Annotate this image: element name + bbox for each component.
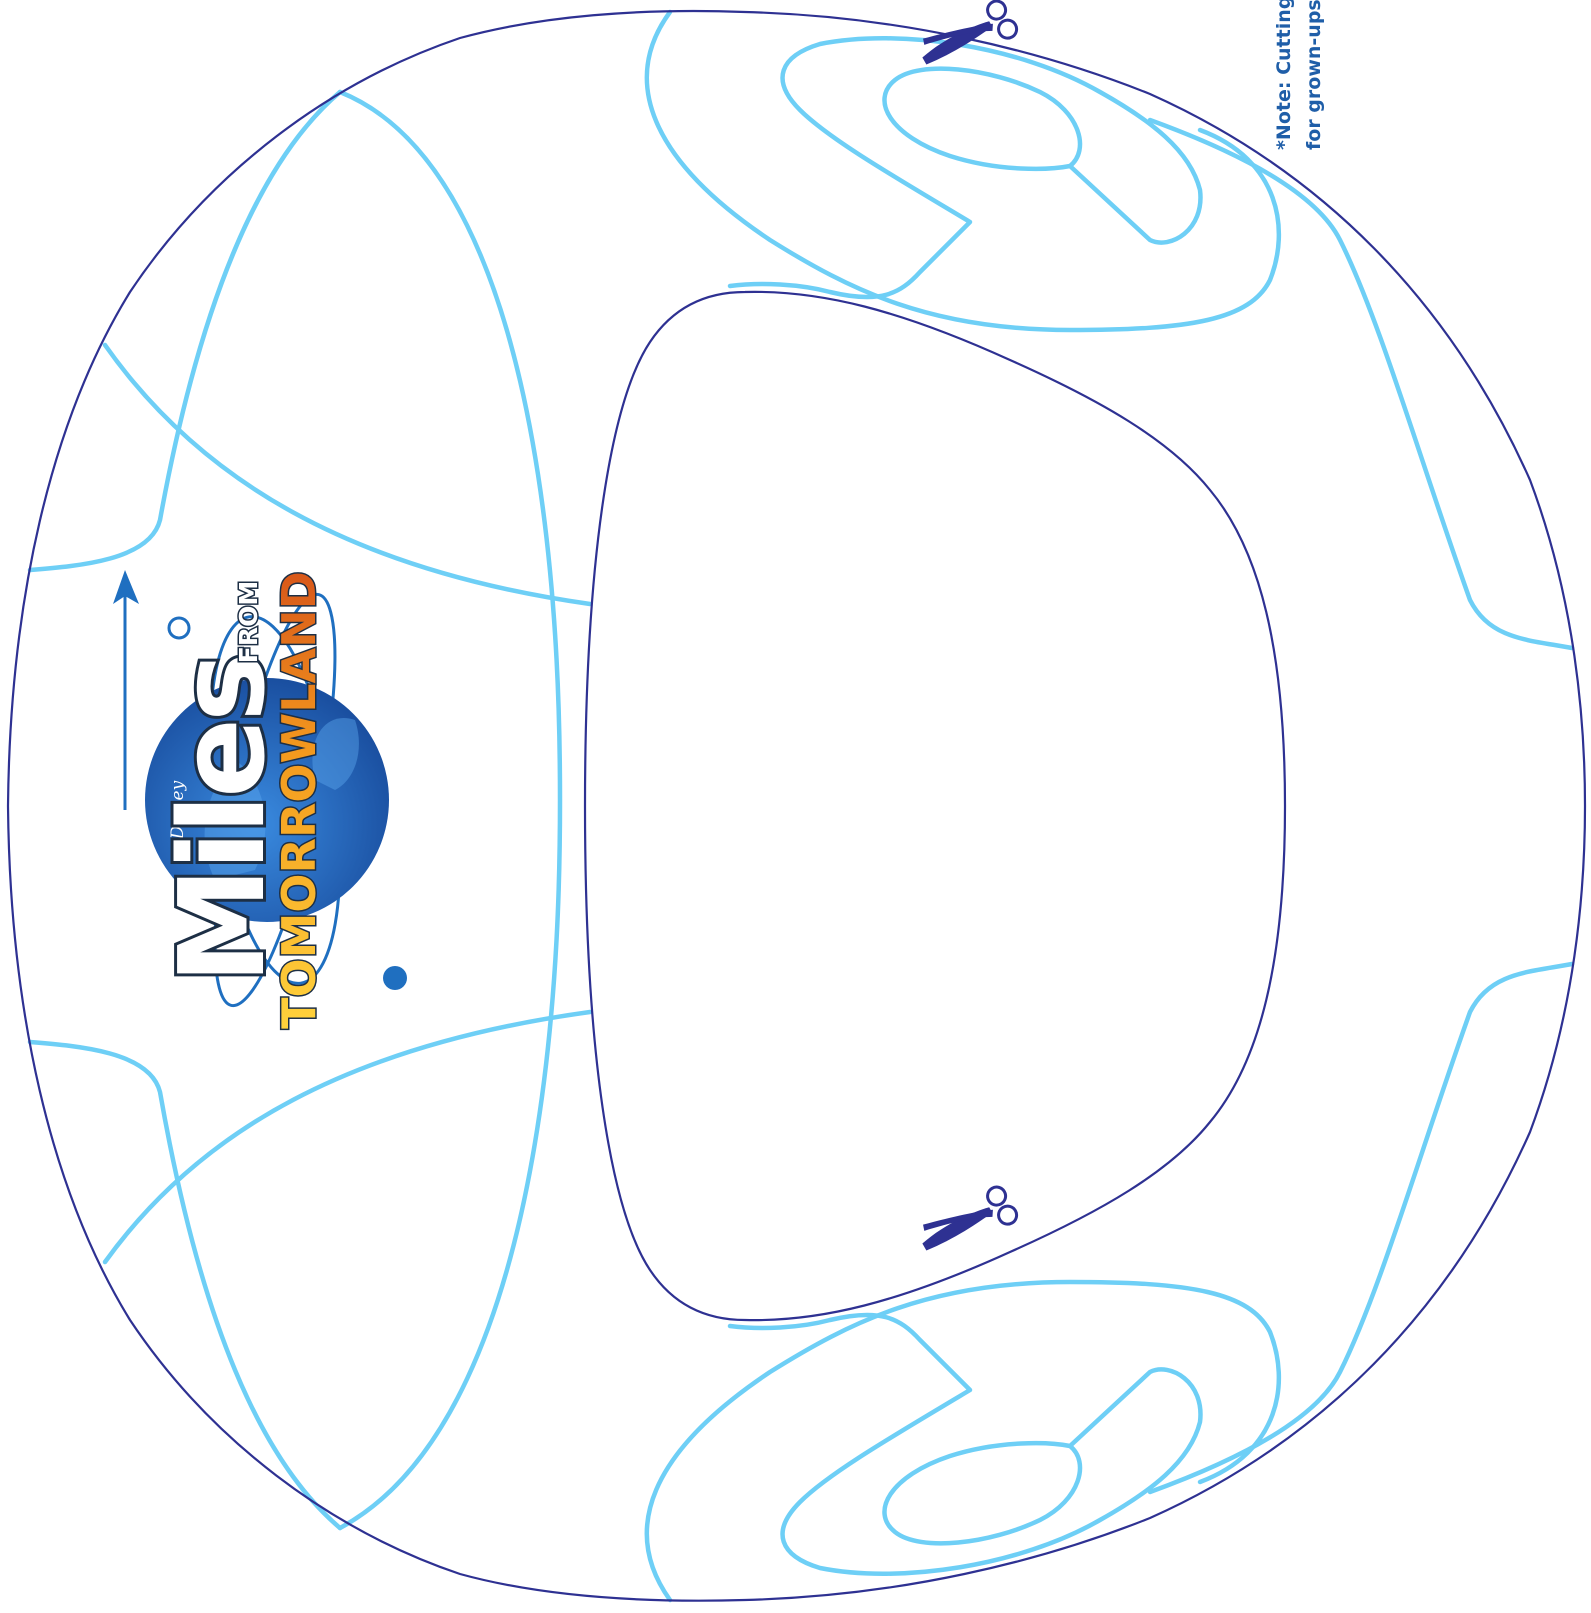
logo-title: Miles [153, 656, 291, 985]
brand-label: Disney [168, 780, 188, 840]
outer-cut-line [6, 9, 1587, 1602]
logo-from: FROM [234, 581, 263, 663]
scissors-icon [922, 0, 1019, 65]
inner-cut-line [583, 290, 1287, 1322]
note-line-1: *Note: Cutting [1273, 0, 1295, 150]
logo-tomorrowland: TOMORROWLAND [272, 571, 326, 1029]
note-line-2: for grown-ups [1303, 0, 1325, 150]
decorative-pattern [27, 9, 1575, 1603]
miles-from-tomorrowland-logo: Disney Miles FROM TOMORROWLAND [113, 570, 407, 1030]
scissors-icon [922, 1185, 1019, 1251]
cutting-note: *Note: Cutting for grown-ups [1273, 0, 1325, 150]
planet-icon [113, 570, 407, 1008]
